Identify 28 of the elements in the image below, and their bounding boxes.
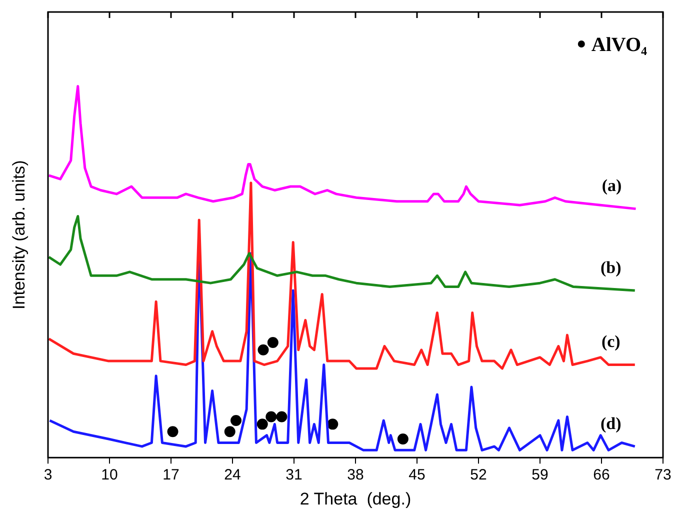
- legend-label: AlVO₄: [591, 34, 648, 56]
- annotation: (b): [600, 258, 622, 277]
- point: [167, 426, 178, 438]
- point: [224, 426, 236, 438]
- point: [230, 414, 242, 426]
- annotation: (c): [601, 332, 620, 352]
- point: [397, 434, 408, 445]
- x-tick-label: 38: [347, 466, 364, 484]
- annotation: (a): [602, 176, 622, 196]
- point: [276, 411, 288, 422]
- x-tick-label: 3: [44, 466, 52, 484]
- x-tick-label: 17: [162, 466, 180, 484]
- point: [266, 411, 277, 422]
- x-tick-label: 52: [470, 466, 487, 484]
- x-tick-label: 10: [101, 466, 118, 484]
- annotation: (d): [600, 414, 622, 433]
- point: [256, 418, 268, 430]
- x-axis-title: 2 Theta (deg.): [300, 489, 412, 508]
- x-tick-label: 24: [224, 466, 241, 484]
- point: [258, 344, 269, 356]
- x-tick-label: 66: [593, 466, 610, 484]
- x-tick-label: 59: [532, 466, 548, 484]
- y-axis-title: Intensity (arb. units): [10, 160, 29, 310]
- x-tick-label: 31: [286, 466, 302, 484]
- point: [327, 418, 338, 430]
- point: [267, 336, 278, 348]
- x-tick-label: 45: [408, 466, 426, 484]
- x-tick-label: 73: [654, 466, 672, 484]
